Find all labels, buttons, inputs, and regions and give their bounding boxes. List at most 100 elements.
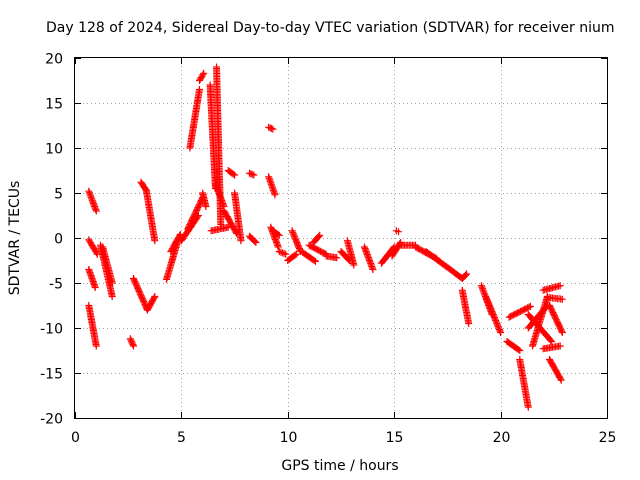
data-point [92, 207, 100, 215]
series-t25 [231, 189, 245, 245]
data-point [141, 185, 149, 193]
x-tick-label: 15 [386, 430, 404, 446]
data-point [515, 346, 522, 354]
series-t40 [343, 237, 358, 269]
y-tick-label: -5 [49, 277, 63, 293]
y-axis-label: SDTVAR / TECUs [7, 181, 23, 296]
data-point [312, 257, 319, 265]
series-t49 [458, 286, 473, 327]
x-tick-label: 25 [599, 430, 617, 446]
y-tick-label: 5 [54, 187, 63, 203]
series-t13 [167, 230, 184, 255]
series-t09 [143, 293, 159, 314]
series-t03 [85, 266, 99, 291]
data-point [108, 279, 116, 287]
series-t12 [163, 236, 182, 283]
data-point [495, 324, 503, 332]
data-point [202, 203, 210, 210]
data-point [492, 317, 500, 324]
data-point [556, 342, 564, 350]
series-t37 [309, 231, 324, 246]
plot-frame [74, 57, 608, 419]
series-t41 [360, 243, 377, 273]
data-point [229, 170, 237, 178]
series-t33 [284, 250, 300, 264]
series-t29 [265, 173, 279, 199]
series-t07 [126, 335, 137, 350]
data-points [85, 63, 566, 411]
data-point [524, 403, 532, 411]
series-t48 [458, 270, 471, 282]
data-point [333, 254, 341, 262]
series-t53 [505, 302, 534, 321]
data-point [151, 293, 159, 300]
series-t35 [299, 248, 319, 265]
data-point [250, 171, 258, 179]
data-point [556, 282, 564, 290]
data-point [526, 302, 534, 310]
data-point [483, 296, 491, 303]
data-point [277, 248, 285, 256]
data-point [516, 347, 524, 354]
y-tick-label: 10 [45, 142, 63, 158]
series-t31 [269, 227, 283, 239]
data-point [274, 230, 282, 238]
data-point [486, 303, 494, 311]
data-point [237, 237, 245, 245]
series-t28 [265, 123, 277, 133]
series-t10 [137, 178, 150, 194]
series-t01 [85, 187, 100, 215]
y-tick-label: 20 [45, 52, 63, 68]
data-point [271, 191, 279, 199]
data-point [252, 239, 260, 246]
series-t58 [539, 282, 564, 294]
data-point [275, 231, 283, 239]
x-tick-label: 0 [71, 430, 80, 446]
series-t60 [546, 302, 566, 336]
data-point [231, 171, 239, 179]
series-t17 [196, 69, 208, 84]
series-t23 [207, 223, 232, 235]
data-point [315, 233, 323, 240]
data-point [196, 86, 203, 93]
data-point [558, 295, 566, 303]
series-t52 [503, 338, 524, 354]
series-t54 [516, 356, 532, 411]
y-tick-label: -20 [40, 412, 63, 428]
series-t15 [184, 194, 207, 233]
data-point [557, 376, 565, 384]
y-tick-label: -10 [40, 322, 63, 338]
x-axis-label: GPS time / hours [281, 458, 398, 474]
data-point [369, 266, 377, 273]
data-point [547, 336, 555, 344]
series-t22 [220, 207, 241, 237]
data-point [108, 293, 116, 300]
series-t04 [85, 302, 100, 350]
x-tick-labels: 0 5 10 15 20 25 [71, 430, 616, 446]
series-t47 [422, 248, 466, 282]
data-point [151, 237, 159, 245]
data-point [558, 327, 566, 335]
series-t62 [539, 342, 564, 353]
data-point [558, 329, 566, 336]
data-point [88, 195, 96, 203]
data-point [462, 271, 469, 279]
data-point [280, 250, 288, 257]
grid [75, 58, 607, 418]
data-point [316, 231, 324, 239]
series-t11 [142, 186, 159, 245]
series-t16 [186, 86, 203, 152]
y-tick-label: 15 [45, 97, 63, 113]
y-tick-label: 0 [54, 232, 63, 248]
data-point [291, 251, 299, 259]
data-point [548, 338, 556, 345]
data-point [497, 329, 505, 336]
series-t26 [246, 169, 258, 179]
data-point [275, 248, 283, 255]
y-tick-label: -15 [40, 367, 63, 383]
data-point [251, 237, 259, 245]
data-point [224, 223, 232, 231]
data-point [150, 294, 158, 302]
x-tick-label: 20 [493, 430, 511, 446]
